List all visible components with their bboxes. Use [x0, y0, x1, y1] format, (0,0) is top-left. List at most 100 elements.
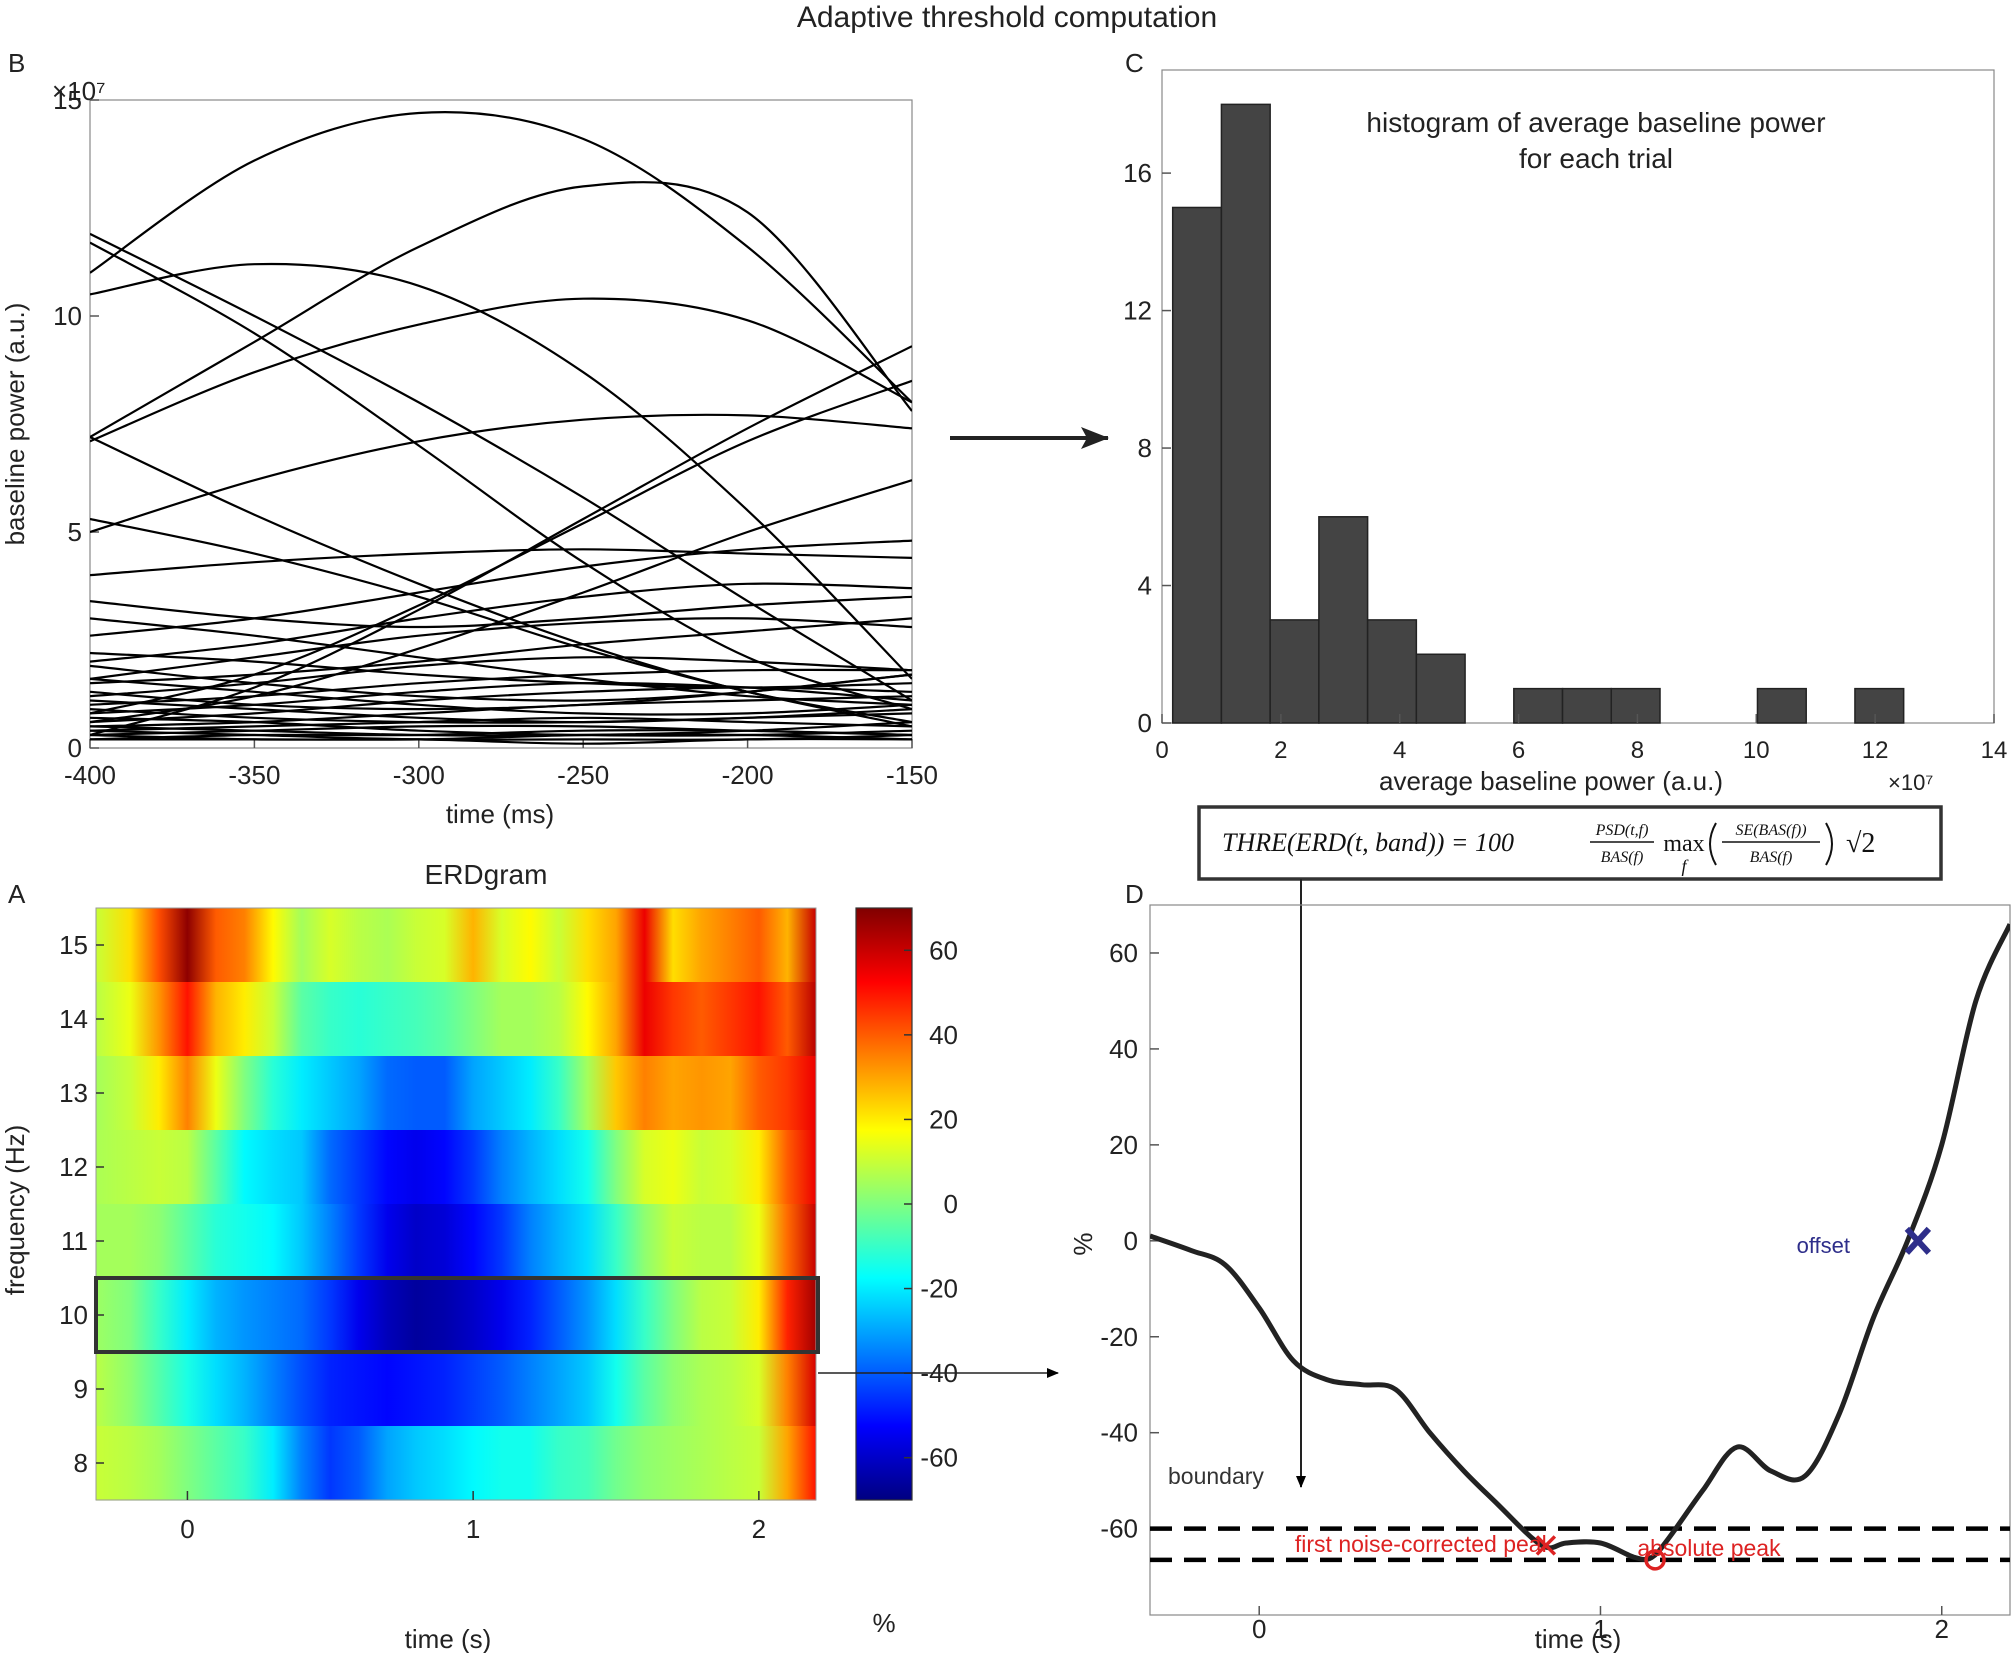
x-tick-label: 0 [1155, 737, 1168, 764]
histogram-bar [1220, 103, 1271, 724]
y-tick-label: 15 [59, 930, 88, 960]
baseline-trace [90, 111, 912, 404]
formula-paren-right [1825, 822, 1833, 866]
x-tick-label: 2 [752, 1514, 766, 1544]
formula-max: max [1663, 831, 1704, 857]
baseline-trace [90, 479, 912, 724]
y-tick-label: 15 [53, 85, 82, 115]
histogram-bar [1756, 687, 1807, 724]
heatmap-row-15hz [96, 908, 816, 983]
y-tick-label: -60 [1100, 1514, 1138, 1544]
heatmap-row-9hz [96, 1352, 816, 1427]
histogram-bar [1610, 687, 1661, 724]
heatmap-row-11hz [96, 1204, 816, 1279]
baseline-trace [90, 668, 912, 706]
panel-c-y-ticks: 0 4 8 12 16 [1123, 158, 1171, 738]
formula-num2: SE(BAS(f)) [1735, 822, 1806, 839]
threshold-formula: THRE(ERD(t, band)) = 100 PSD(t,f) BAS(f)… [1197, 805, 1943, 881]
panel-d-label: D [1125, 879, 1144, 909]
formula-num1: PSD(t,f) [1595, 822, 1649, 839]
y-tick-label: 14 [59, 1004, 88, 1034]
y-tick-label: 8 [1138, 433, 1152, 463]
panel-a-y-ticks: 15 14 13 12 11 10 9 8 [59, 930, 104, 1478]
absolute-peak-marker [1644, 1549, 1666, 1571]
panel-d-thresholds [1150, 1526, 2010, 1563]
first-peak-marker [1535, 1535, 1557, 1556]
figure-title: Adaptive threshold computation [797, 1, 1217, 34]
panel-a-x-ticks: 0 1 2 [180, 1491, 766, 1544]
baseline-trace [90, 686, 912, 724]
histogram-bar [1854, 687, 1905, 724]
y-tick-label: 16 [1123, 158, 1152, 188]
x-tick-label: -400 [64, 760, 116, 790]
baseline-trace [90, 241, 912, 711]
x-tick-label: 12 [1862, 737, 1889, 764]
y-tick-label: 12 [59, 1152, 88, 1182]
panel-c-label: C [1125, 48, 1144, 78]
y-tick-label: 0 [1138, 708, 1152, 738]
heatmap-row-12hz [96, 1130, 816, 1205]
erd-curve [1150, 923, 2010, 1562]
panel-a-axes-box [95, 907, 817, 1501]
histogram-bar [1269, 619, 1320, 724]
colorbar-tick-label: 20 [929, 1104, 958, 1134]
colorbar-fill [856, 908, 912, 1500]
offset-label: offset [1797, 1233, 1850, 1258]
panel-a-x-label: time (s) [405, 1624, 492, 1653]
panel-b-label: B [8, 48, 25, 78]
panel-b-y-label: baseline power (a.u.) [0, 303, 30, 546]
formula-den2: BAS(f) [1750, 849, 1793, 866]
baseline-trace [90, 733, 912, 745]
formula-sqrt: √2 [1846, 828, 1875, 859]
baseline-trace [90, 716, 912, 732]
y-tick-label: 20 [1109, 1130, 1138, 1160]
y-tick-label: 13 [59, 1078, 88, 1108]
boundary-label: boundary [1168, 1463, 1264, 1489]
y-tick-label: 12 [1123, 296, 1152, 326]
x-tick-label: 6 [1512, 737, 1525, 764]
baseline-trace [90, 582, 912, 663]
y-tick-label: 9 [74, 1374, 88, 1404]
baseline-trace [90, 708, 912, 724]
baseline-trace [90, 721, 912, 737]
formula-box [1197, 805, 1943, 881]
baseline-trace [90, 517, 912, 728]
panel-d: D -60 -40 -20 0 20 40 60 0 1 2 boundary first no… [1068, 879, 2011, 1653]
y-tick-label: 10 [59, 1300, 88, 1330]
x-tick-label: 1 [466, 1514, 480, 1544]
y-tick-label: 4 [1138, 571, 1152, 601]
panel-a-label: A [8, 879, 26, 909]
x-tick-label: -150 [886, 760, 938, 790]
heatmap-row-14hz [96, 982, 816, 1057]
offset-marker [1904, 1226, 1932, 1255]
baseline-trace [90, 181, 912, 438]
x-tick-label: -200 [722, 760, 774, 790]
formula-lhs: THRE(ERD(t, band)) = 100 [1222, 828, 1514, 857]
panel-b-series [90, 111, 912, 745]
x-tick-label: -250 [557, 760, 609, 790]
baseline-trace [90, 413, 912, 534]
colorbar-tick-label: 0 [944, 1189, 958, 1219]
histogram-bar [1415, 653, 1466, 724]
panel-c-bars [1171, 103, 1905, 724]
y-tick-label: -20 [1100, 1322, 1138, 1352]
y-tick-label: 8 [74, 1448, 88, 1478]
panel-c: C histogram of average baseline power fo… [1123, 48, 2007, 796]
x-tick-label: 14 [1981, 737, 2008, 764]
formula-paren-left [1709, 822, 1717, 866]
baseline-trace [90, 232, 912, 702]
y-tick-label: 40 [1109, 1034, 1138, 1064]
y-tick-label: 0 [1124, 1226, 1138, 1256]
panel-b-x-label: time (ms) [446, 799, 554, 829]
heatmap-row-13hz [96, 1056, 816, 1131]
y-tick-label: -40 [1100, 1418, 1138, 1448]
y-tick-label: 5 [68, 517, 82, 547]
panel-d-x-ticks: 0 1 2 [1252, 1606, 1949, 1644]
baseline-trace [90, 656, 912, 698]
y-tick-label: 10 [53, 301, 82, 331]
histogram-bar [1366, 619, 1418, 724]
colorbar-tick-label: 40 [929, 1020, 958, 1050]
first-peak-label: first noise-corrected peak [1295, 1531, 1554, 1557]
x-tick-label: 2 [1935, 1614, 1949, 1644]
